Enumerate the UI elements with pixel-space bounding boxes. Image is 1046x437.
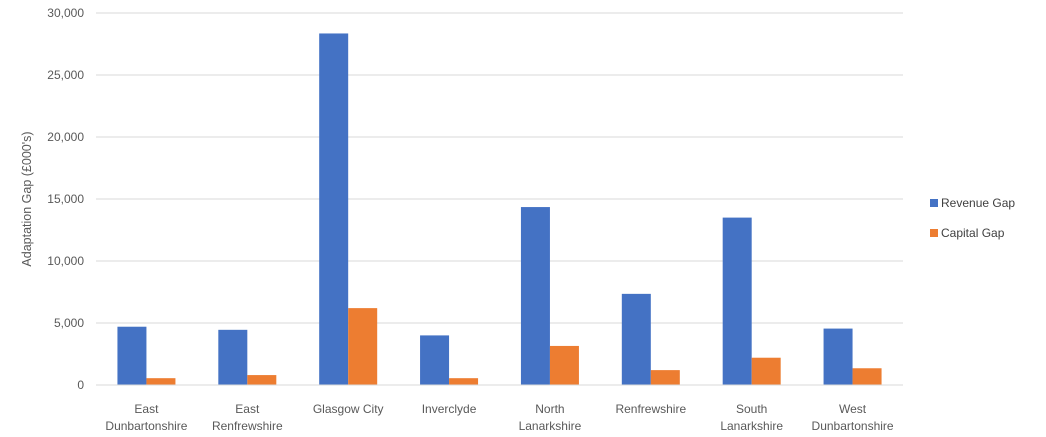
bar-revenue-gap — [218, 329, 248, 385]
legend-swatch — [930, 229, 938, 237]
y-tick-label: 15,000 — [47, 192, 84, 206]
bar-revenue-gap — [520, 207, 550, 385]
y-tick-label: 25,000 — [47, 68, 84, 82]
bar-capital-gap — [348, 308, 378, 385]
y-tick-label: 10,000 — [47, 254, 84, 268]
x-category-label: South Lanarkshire — [720, 402, 783, 433]
bar-capital-gap — [549, 345, 579, 385]
bar-revenue-gap — [621, 293, 651, 385]
x-category-label: East Renfrewshire — [212, 402, 283, 433]
x-category-label: Glasgow City — [313, 402, 384, 416]
bar-capital-gap — [751, 357, 781, 385]
bar-revenue-gap — [722, 217, 752, 385]
bar-revenue-gap — [319, 33, 349, 386]
x-category-label: West Dunbartonshire — [812, 402, 894, 433]
bar-capital-gap — [852, 368, 882, 385]
x-category-label: Renfrewshire — [615, 402, 686, 416]
x-axis-categories: East Dunbartonshire East Renfrewshire Glasgo… — [105, 402, 894, 433]
bar-capital-gap — [449, 378, 479, 385]
bar-revenue-gap — [117, 326, 147, 385]
y-tick-label: 0 — [77, 378, 84, 392]
legend: Revenue Gap Capital Gap — [930, 196, 1015, 240]
legend-label: Revenue Gap — [941, 196, 1015, 210]
bars — [117, 33, 882, 386]
x-category-label: North Lanarkshire — [519, 402, 582, 433]
gridlines — [96, 12, 903, 324]
y-axis-ticks: 0 5,000 10,000 15,000 20,000 25,000 30,000 — [47, 6, 84, 392]
y-tick-label: 30,000 — [47, 6, 84, 20]
bar-capital-gap — [650, 370, 680, 385]
y-tick-label: 5,000 — [54, 316, 84, 330]
y-tick-label: 20,000 — [47, 130, 84, 144]
bar-capital-gap — [146, 378, 176, 385]
bar-revenue-gap — [823, 328, 853, 385]
bar-capital-gap — [247, 375, 277, 385]
y-axis-title: Adaptation Gap (£000's) — [20, 131, 34, 266]
legend-label: Capital Gap — [941, 226, 1005, 240]
x-category-label: Inverclyde — [422, 402, 477, 416]
x-category-label: East Dunbartonshire — [105, 402, 187, 433]
bar-revenue-gap — [420, 335, 450, 385]
legend-swatch — [930, 199, 938, 207]
